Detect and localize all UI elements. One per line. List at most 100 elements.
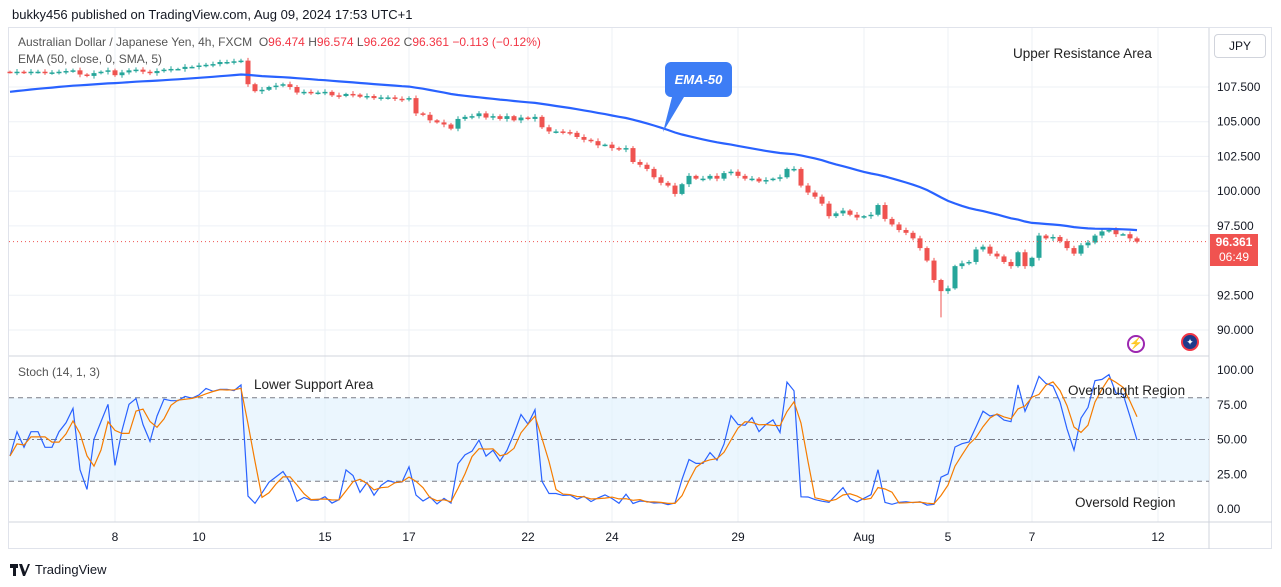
candle-body: [147, 71, 153, 74]
candle-body: [490, 116, 496, 118]
candle-body: [1015, 252, 1021, 267]
candle-body: [434, 120, 440, 123]
price-tick-label: 102.500: [1217, 149, 1261, 163]
tradingview-logo-icon: [10, 563, 30, 576]
candle-body: [420, 113, 426, 115]
candle-body: [1043, 235, 1049, 239]
close-label: C: [403, 35, 413, 49]
candle-body: [539, 116, 545, 128]
candle-body: [805, 185, 811, 193]
candle-body: [308, 91, 314, 94]
price-tick-label: 90.000: [1217, 323, 1254, 337]
candle-body: [105, 70, 111, 72]
candle-body: [364, 96, 370, 98]
candle-body: [49, 72, 55, 74]
candle-body: [385, 97, 391, 99]
candle-body: [1022, 252, 1028, 267]
candle-body: [1106, 230, 1112, 232]
stoch-tick-label: 50.00: [1217, 433, 1247, 447]
symbol-name[interactable]: Australian Dollar / Japanese Yen, 4h, FX…: [18, 35, 253, 49]
time-tick-label: 24: [605, 530, 619, 544]
candle-body: [399, 98, 405, 101]
candle-body: [644, 164, 650, 169]
footer-brand[interactable]: TradingView: [10, 562, 107, 577]
candle-body: [1127, 234, 1133, 239]
candle-body: [658, 177, 664, 183]
stoch-band: [9, 397, 1209, 482]
candle-body: [770, 178, 776, 181]
candle-body: [819, 196, 825, 204]
publish-info: bukky456 published on TradingView.com, A…: [12, 7, 413, 22]
last-price: 96.361: [1215, 235, 1253, 249]
candle-body: [476, 113, 482, 117]
candle-body: [315, 92, 321, 95]
candle-body: [1134, 238, 1140, 242]
candle-body: [637, 161, 643, 165]
candle-body: [7, 71, 13, 74]
candle-body: [56, 71, 62, 74]
candle-body: [357, 94, 363, 97]
candle-body: [987, 246, 993, 254]
candle-body: [497, 116, 503, 119]
stoch-d-line: [9, 377, 1138, 505]
currency-button[interactable]: JPY: [1214, 34, 1266, 58]
time-tick-label: 8: [112, 530, 119, 544]
candle-body: [1085, 242, 1091, 246]
candle-body: [329, 91, 335, 96]
candle-body: [917, 238, 923, 249]
ema-50-line: [9, 73, 1138, 232]
candle-body: [525, 117, 531, 120]
candle-body: [574, 132, 580, 137]
candle-body: [833, 213, 839, 217]
time-tick-label: Aug: [853, 530, 874, 544]
candle-body: [371, 96, 377, 99]
candle-body: [273, 85, 279, 88]
candle-body: [224, 62, 230, 64]
candle-body: [847, 210, 853, 215]
candle-body: [301, 91, 307, 94]
candle-body: [217, 62, 223, 65]
candle-body: [560, 131, 566, 133]
candle-body: [1050, 236, 1056, 239]
ema-callout-pointer: [663, 97, 684, 132]
candle-body: [462, 116, 468, 119]
candle-body: [742, 175, 748, 179]
candle-body: [868, 214, 874, 217]
candle-body: [126, 70, 132, 73]
candle-body: [161, 69, 167, 72]
candle-body: [448, 124, 454, 129]
candle-body: [896, 224, 902, 231]
lightning-icon[interactable]: ⚡: [1127, 335, 1145, 353]
candle-body: [784, 168, 790, 178]
candle-body: [63, 71, 69, 73]
stoch-tick-label: 0.00: [1217, 502, 1241, 516]
candle-body: [378, 97, 384, 99]
last-price-label: 96.361 06:49: [1210, 234, 1258, 266]
footer-brand-text: TradingView: [35, 562, 107, 577]
stoch-indicator-label[interactable]: Stoch (14, 1, 3): [18, 365, 101, 379]
candle-body: [154, 71, 160, 74]
candle-body: [938, 280, 944, 292]
upper-resistance-note: Upper Resistance Area: [1013, 46, 1152, 61]
candle-body: [406, 98, 412, 100]
candle-body: [1036, 235, 1042, 258]
au-flag-icon[interactable]: ✦: [1181, 333, 1199, 351]
candle-body: [945, 288, 951, 292]
candle-body: [840, 210, 846, 214]
candle-body: [749, 178, 755, 181]
candle-body: [252, 84, 258, 92]
candle-body: [616, 148, 622, 150]
candle-body: [469, 116, 475, 118]
candle-body: [70, 70, 76, 72]
overbought-note: Overbought Region: [1068, 383, 1186, 398]
price-tick-label: 105.000: [1217, 115, 1261, 129]
time-tick-label: 29: [731, 530, 745, 544]
candle-body: [287, 84, 293, 87]
open-value: 96.474: [268, 35, 305, 49]
candle-body: [889, 218, 895, 225]
candle-body: [210, 64, 216, 66]
candle-body: [679, 184, 685, 194]
candle-body: [119, 72, 125, 76]
ema-indicator-label[interactable]: EMA (50, close, 0, SMA, 5): [18, 52, 163, 66]
